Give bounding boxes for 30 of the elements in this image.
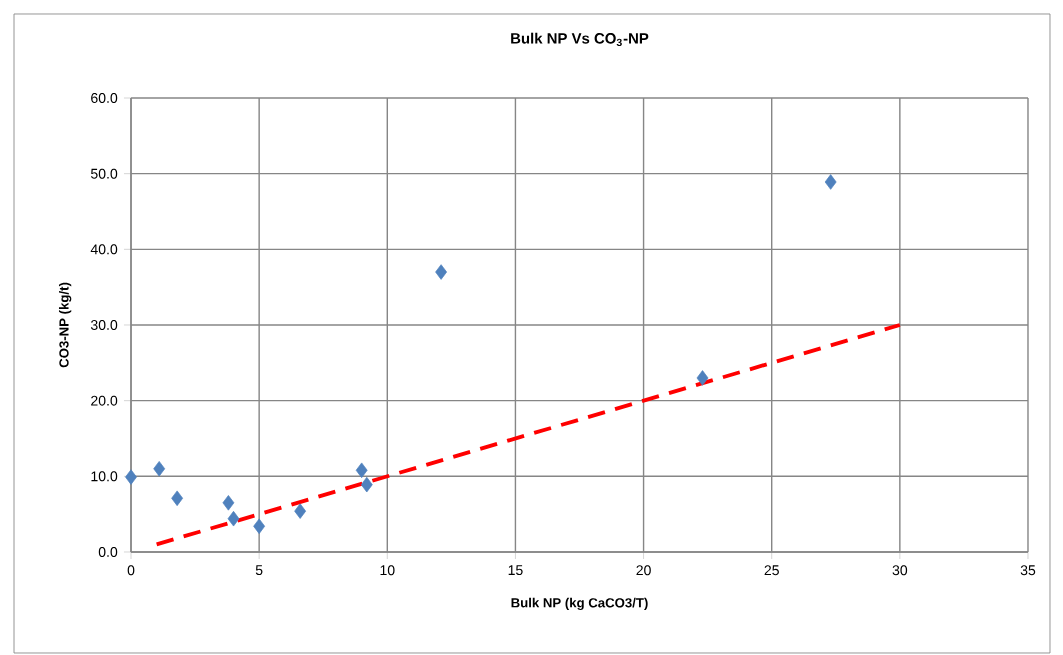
point [222,495,235,511]
x-tick-label: 30 [892,565,908,576]
x-tick-label: 0 [127,565,135,576]
point [227,510,240,527]
y-tick-label: 60.0 [91,93,118,103]
point [360,476,373,493]
x-tick-label: 15 [508,565,523,576]
point [355,462,368,478]
x-axis-title: Bulk NP (kg CaCO3/T) [511,597,648,611]
y-tick-label: 10.0 [91,471,118,482]
y-tick-label: 40.0 [90,244,118,255]
point [153,461,166,477]
point [125,469,137,485]
chart-title: Bulk NP Vs CO$_{3}$-NP [511,32,649,47]
point [294,503,307,519]
y-tick-label: 20.0 [91,395,118,406]
y-axis-title: CO3-NP (kg/t) [58,282,72,368]
point [696,370,709,386]
point [171,490,184,506]
x-tick-label: 10 [380,565,395,576]
x-tick-label: 20 [636,565,651,576]
y-tick-label: 30.0 [90,320,118,330]
point [824,174,837,190]
x-tick-label: 25 [764,565,779,576]
y-tick-label: 50.0 [90,168,118,179]
x-tick-label: 5 [255,565,263,576]
point [435,264,447,280]
point [253,518,266,534]
y-tick-label: 0.0 [98,547,118,557]
x-tick-label: 35 [1020,565,1036,576]
